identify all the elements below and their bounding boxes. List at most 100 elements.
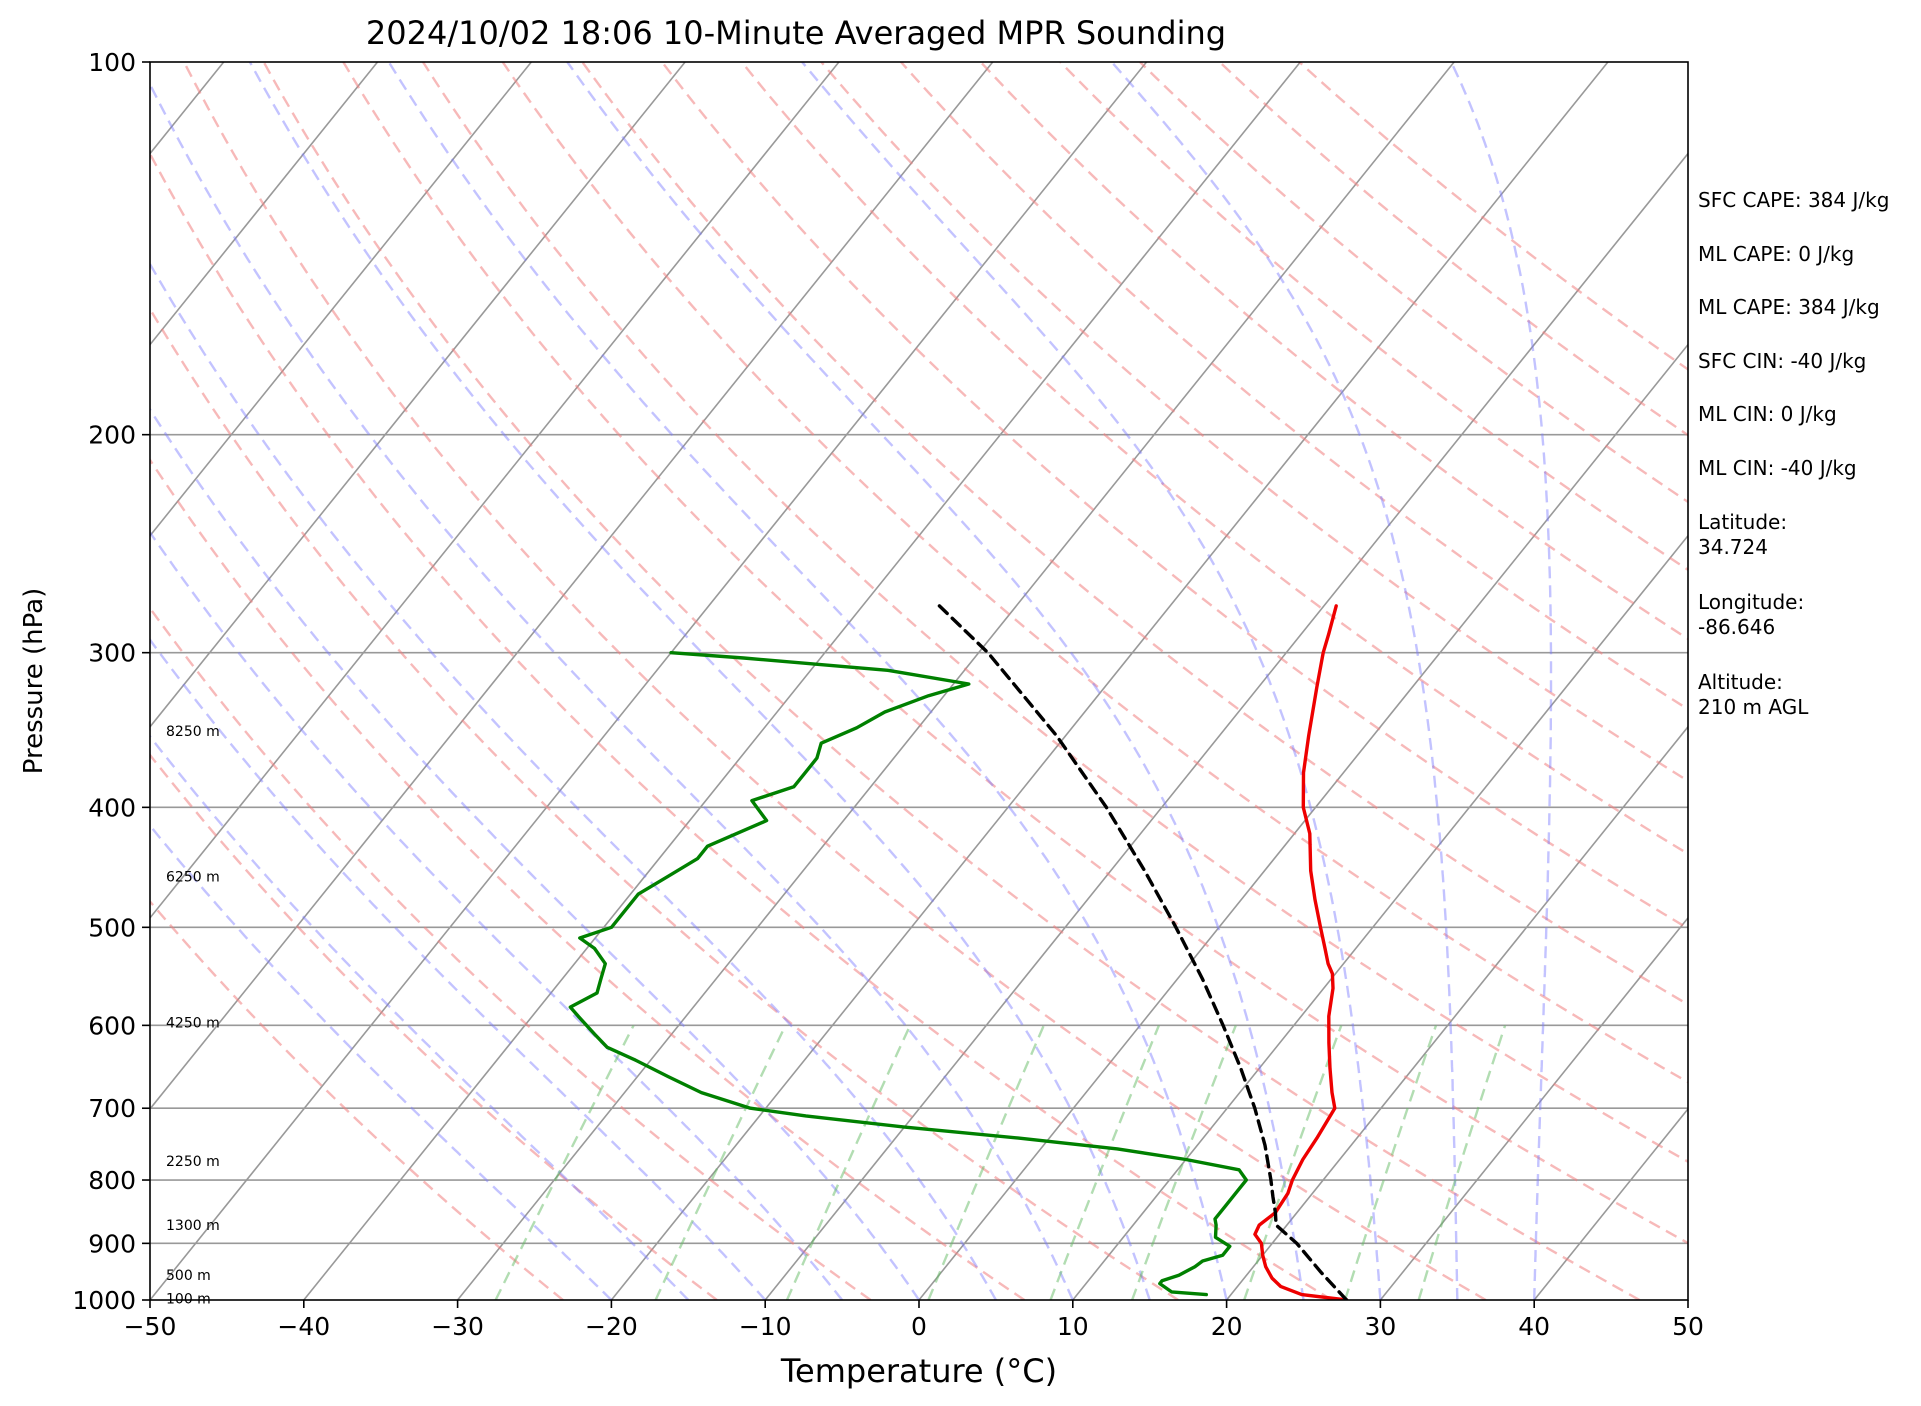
dry-adiabat-line bbox=[581, 62, 1688, 1006]
isotherm-line bbox=[150, 62, 532, 537]
dry-adiabat-line bbox=[1298, 62, 1688, 371]
x-tick-label: −50 bbox=[124, 1312, 177, 1341]
isotherm-line bbox=[150, 62, 1148, 1300]
moist-adiabat-line bbox=[248, 62, 1151, 1300]
moist-adiabat-line bbox=[150, 407, 920, 1300]
y-tick-label: 1000 bbox=[72, 1286, 136, 1315]
moist-adiabat-line bbox=[150, 530, 844, 1300]
height-label: 4250 m bbox=[166, 1016, 220, 1032]
latitude-value: 34.724 bbox=[1698, 535, 1768, 559]
dry-adiabat-line bbox=[740, 62, 1688, 856]
sfc-cape-text: SFC CAPE: 384 J/kg bbox=[1698, 188, 1890, 212]
x-tick-label: 50 bbox=[1672, 1312, 1704, 1341]
height-label: 2250 m bbox=[166, 1154, 220, 1170]
y-tick-label: 700 bbox=[88, 1094, 136, 1123]
ml-cin-text-2: ML CIN: -40 J/kg bbox=[1698, 456, 1857, 480]
y-tick-label: 300 bbox=[88, 639, 136, 668]
x-tick-label: 0 bbox=[911, 1312, 927, 1341]
y-tick-label: 900 bbox=[88, 1229, 136, 1258]
moist-adiabat-line bbox=[150, 823, 613, 1300]
moist-adiabat-line bbox=[566, 62, 1305, 1300]
mixing-ratio-line bbox=[654, 1024, 787, 1300]
plot-frame bbox=[149, 61, 1689, 1301]
mixing-ratio-line bbox=[1049, 1024, 1161, 1300]
dry-adiabat-line bbox=[1139, 62, 1688, 504]
longitude-label: Longitude: bbox=[1698, 590, 1805, 614]
mixing-ratio-line bbox=[1343, 1025, 1438, 1300]
longitude-value: -86.646 bbox=[1698, 615, 1776, 639]
x-tick-label: 30 bbox=[1364, 1312, 1396, 1341]
dry-adiabat-line bbox=[150, 606, 872, 1300]
x-tick-label: −30 bbox=[431, 1312, 484, 1341]
dry-adiabat-line bbox=[262, 62, 1641, 1300]
y-tick-label: 800 bbox=[88, 1166, 136, 1195]
height-label: 500 m bbox=[166, 1268, 211, 1284]
latitude-label: Latitude: bbox=[1698, 510, 1788, 534]
dry-adiabat-line bbox=[1059, 62, 1688, 572]
x-tick-label: 10 bbox=[1057, 1312, 1089, 1341]
isotherm-line bbox=[764, 152, 1688, 1300]
x-tick-label: −40 bbox=[277, 1312, 330, 1341]
dry-adiabat-line bbox=[182, 62, 1487, 1300]
x-axis-label: Temperature (°C) bbox=[780, 1352, 1057, 1390]
moist-adiabat-line bbox=[150, 734, 690, 1300]
isotherm-line bbox=[150, 62, 379, 346]
moist-adiabat-line bbox=[801, 62, 1382, 1300]
x-tick-label: 20 bbox=[1211, 1312, 1243, 1341]
x-tick-label: −10 bbox=[739, 1312, 792, 1341]
moist-adiabat-line bbox=[150, 637, 767, 1300]
longitude-info: Longitude: -86.646 bbox=[1698, 590, 1804, 640]
isotherm-line bbox=[918, 343, 1688, 1300]
moist-adiabat-line bbox=[387, 62, 1228, 1300]
y-tick-label: 500 bbox=[88, 913, 136, 942]
dry-adiabat-line bbox=[150, 753, 718, 1300]
altitude-label: Altitude: bbox=[1698, 670, 1783, 694]
moist-adiabat-line bbox=[1450, 62, 1553, 1300]
y-tick-label: 400 bbox=[88, 793, 136, 822]
isotherm-line bbox=[1379, 916, 1688, 1300]
y-tick-label: 100 bbox=[88, 48, 136, 77]
height-label: 1300 m bbox=[166, 1218, 220, 1234]
height-label: 100 m bbox=[166, 1291, 211, 1307]
mixing-ratio-line bbox=[785, 1024, 912, 1300]
altitude-value: 210 m AGL bbox=[1698, 695, 1809, 719]
x-tick-label: 40 bbox=[1518, 1312, 1550, 1341]
y-tick-label: 200 bbox=[88, 421, 136, 450]
isotherm-line bbox=[1225, 725, 1688, 1300]
ml-cape-text: ML CAPE: 0 J/kg bbox=[1698, 242, 1855, 266]
moist-adiabat-line bbox=[1110, 62, 1459, 1300]
isotherm-line bbox=[150, 62, 686, 729]
dry-adiabat-line bbox=[979, 62, 1688, 641]
height-label: 6250 m bbox=[166, 870, 220, 886]
ml-cin-text: ML CIN: 0 J/kg bbox=[1698, 402, 1837, 426]
dry-adiabat-line bbox=[661, 62, 1688, 930]
dry-adiabat-line bbox=[150, 899, 564, 1300]
isotherm-line bbox=[610, 62, 1609, 1300]
dry-adiabat-line bbox=[820, 62, 1688, 783]
dry-adiabat-line bbox=[421, 62, 1688, 1164]
dry-adiabat-line bbox=[501, 62, 1688, 1084]
mixing-ratio-line bbox=[494, 1024, 635, 1300]
y-tick-label: 600 bbox=[88, 1011, 136, 1040]
moist-adiabat-line bbox=[150, 81, 1074, 1300]
altitude-info: Altitude: 210 m AGL bbox=[1698, 670, 1808, 720]
height-label: 8250 m bbox=[166, 724, 220, 740]
dry-adiabat-line bbox=[342, 62, 1688, 1245]
ml-cape-text-2: ML CAPE: 384 J/kg bbox=[1698, 295, 1880, 319]
temperature-profile-line bbox=[1253, 604, 1349, 1300]
y-axis-label: Pressure (hPa) bbox=[19, 588, 49, 775]
dewpoint-profile-line bbox=[568, 651, 1248, 1297]
mixing-ratio-line bbox=[927, 1024, 1045, 1300]
parcel-profile-line bbox=[937, 604, 1349, 1300]
x-tick-label: −20 bbox=[585, 1312, 638, 1341]
dry-adiabat-line bbox=[150, 306, 1179, 1300]
isotherm-line bbox=[303, 62, 1301, 1300]
mixing-ratio-line bbox=[1417, 1025, 1507, 1300]
isotherm-line bbox=[1072, 534, 1688, 1300]
isotherm-line bbox=[150, 62, 994, 1111]
sfc-cin-text: SFC CIN: -40 J/kg bbox=[1698, 349, 1867, 373]
moist-adiabat-line bbox=[150, 261, 997, 1300]
mixing-ratio-line bbox=[1130, 1024, 1237, 1300]
latitude-info: Latitude: 34.724 bbox=[1698, 510, 1787, 560]
